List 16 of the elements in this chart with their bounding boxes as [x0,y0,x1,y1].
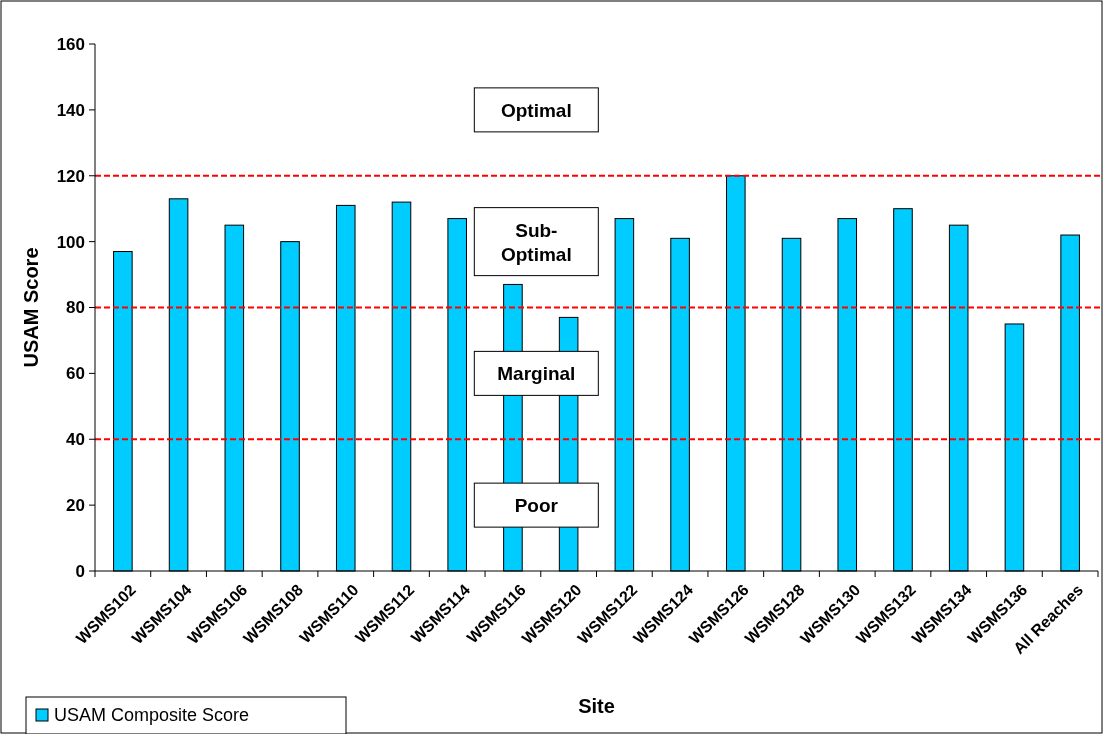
y-tick-label: 160 [56,34,85,54]
x-axis-title: Site [578,695,615,717]
y-axis-title: USAM Score [20,247,42,368]
y-tick-label: 40 [66,430,85,450]
y-tick-label: 120 [56,166,85,186]
y-tick-label: 100 [56,232,85,252]
y-tick-label: 140 [56,100,85,120]
y-tick-label: 0 [75,561,85,581]
annotation: Poor [514,495,559,517]
legend-label: USAM Composite Score [54,705,250,726]
annotation: Sub- Optimal [500,219,572,265]
annotation: Optimal [500,99,572,121]
y-tick-label: 20 [66,496,85,516]
y-tick-label: 60 [66,364,85,384]
y-tick-label: 80 [66,298,85,318]
annotation: Marginal [497,363,576,385]
